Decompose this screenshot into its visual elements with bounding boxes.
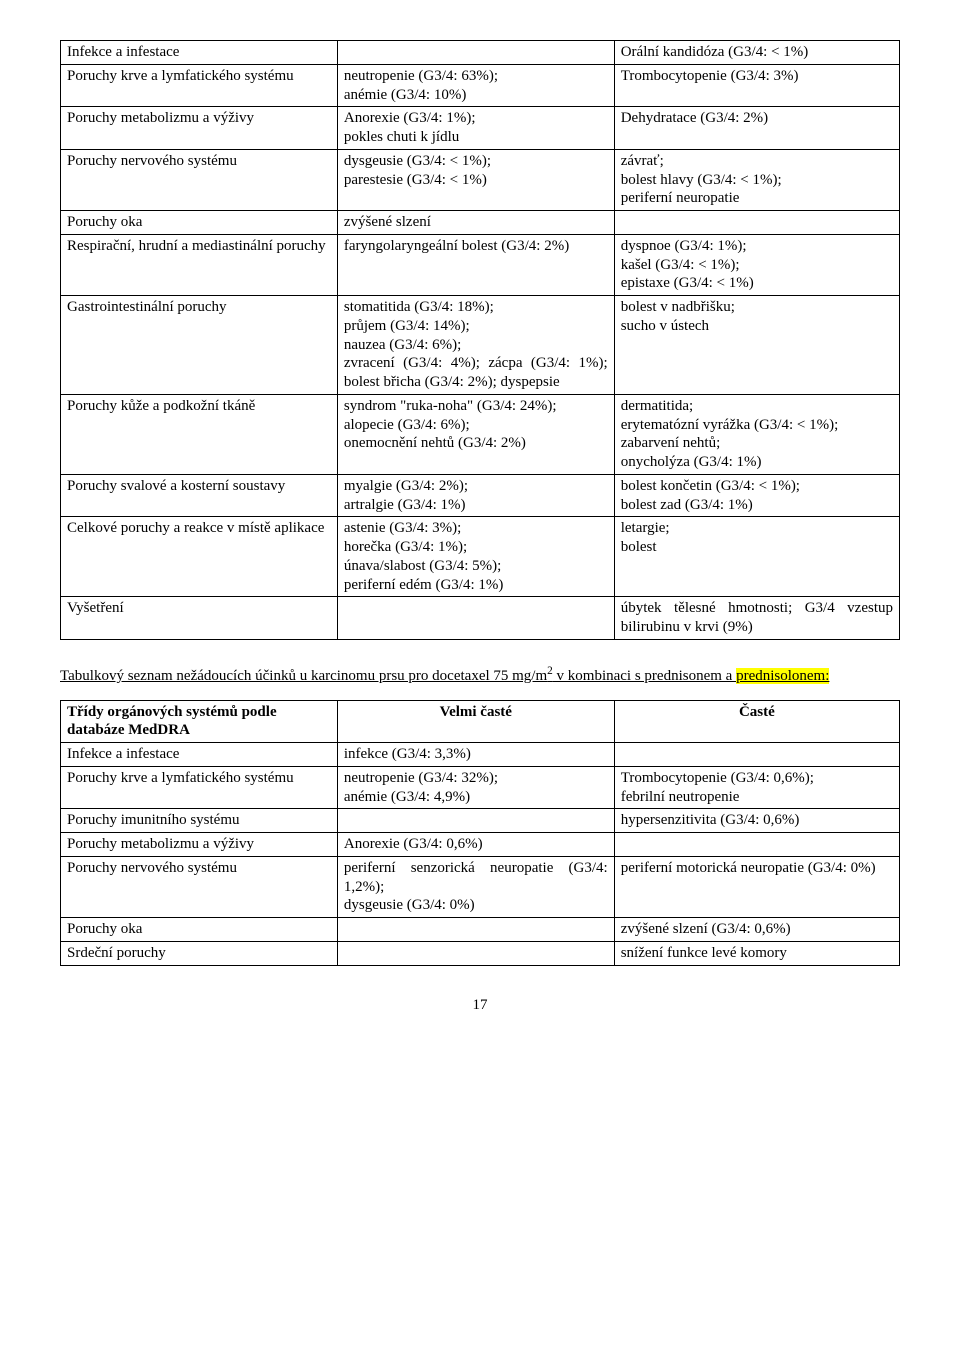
table1-row-cell: Gastrointestinální poruchy — [61, 296, 338, 395]
table1-row: Poruchy krve a lymfatického systémuneutr… — [61, 64, 900, 107]
table1-row-cell: Poruchy kůže a podkožní tkáně — [61, 394, 338, 474]
table1-row-cell — [337, 41, 614, 65]
table2-row-cell — [337, 918, 614, 942]
table1-row-cell: Poruchy metabolizmu a výživy — [61, 107, 338, 150]
table1-row: Poruchy kůže a podkožní tkáněsyndrom "ru… — [61, 394, 900, 474]
table2-header-col3: Časté — [614, 700, 899, 743]
table1-row-cell: bolest v nadbřišku;sucho v ústech — [614, 296, 899, 395]
table2-row-cell — [337, 941, 614, 965]
table1-row-cell: stomatitida (G3/4: 18%);průjem (G3/4: 14… — [337, 296, 614, 395]
table2-row: Poruchy metabolizmu a výživyAnorexie (G3… — [61, 833, 900, 857]
table1-row-cell: dyspnoe (G3/4: 1%);kašel (G3/4: < 1%);ep… — [614, 234, 899, 295]
table1-row-cell: úbytek tělesné hmotnosti; G3/4 vzestup b… — [614, 597, 899, 640]
table1-row: Vyšetření úbytek tělesné hmotnosti; G3/4 … — [61, 597, 900, 640]
table1-row: Poruchy svalové a kosterní soustavymyalg… — [61, 474, 900, 517]
table1-row-cell: Anorexie (G3/4: 1%);pokles chuti k jídlu — [337, 107, 614, 150]
table1-row-cell: Respirační, hrudní a mediastinální poruc… — [61, 234, 338, 295]
table1-row-cell: letargie;bolest — [614, 517, 899, 597]
table1-row-cell: dermatitida;erytematózní vyrážka (G3/4: … — [614, 394, 899, 474]
table2-row-cell: Poruchy krve a lymfatického systému — [61, 766, 338, 809]
table1-row: Poruchy nervového systémudysgeusie (G3/4… — [61, 149, 900, 210]
table1-row: Poruchy metabolizmu a výživyAnorexie (G3… — [61, 107, 900, 150]
table1-row-cell: Poruchy oka — [61, 211, 338, 235]
table1-row-cell: zvýšené slzení — [337, 211, 614, 235]
adverse-effects-table-2: Třídy orgánových systémů podle databáze … — [60, 700, 900, 966]
table1-row-cell: Orální kandidóza (G3/4: < 1%) — [614, 41, 899, 65]
intertext-pre: Tabulkový seznam nežádoucích účinků u ka… — [60, 668, 547, 684]
table2-row-cell: Poruchy metabolizmu a výživy — [61, 833, 338, 857]
table2-row-cell: infekce (G3/4: 3,3%) — [337, 743, 614, 767]
table1-row-cell: syndrom "ruka-noha" (G3/4: 24%);alopecie… — [337, 394, 614, 474]
intertext-highlight: prednisolonem: — [736, 668, 829, 684]
adverse-effects-table-1: Infekce a infestace Orální kandidóza (G3/… — [60, 40, 900, 640]
table2-row-cell: Anorexie (G3/4: 0,6%) — [337, 833, 614, 857]
page-number: 17 — [60, 996, 900, 1015]
table1-row-cell: myalgie (G3/4: 2%);artralgie (G3/4: 1%) — [337, 474, 614, 517]
table2-row-cell: Poruchy oka — [61, 918, 338, 942]
table2-row-cell — [337, 809, 614, 833]
table2-row-cell: zvýšené slzení (G3/4: 0,6%) — [614, 918, 899, 942]
table2-row-cell: Poruchy nervového systému — [61, 856, 338, 917]
table1-row-cell: bolest končetin (G3/4: < 1%);bolest zad … — [614, 474, 899, 517]
table2-row-cell: Infekce a infestace — [61, 743, 338, 767]
table2-header-col1: Třídy orgánových systémů podle databáze … — [61, 700, 338, 743]
table1-row-cell: dysgeusie (G3/4: < 1%);parestesie (G3/4:… — [337, 149, 614, 210]
intertext-mid: v kombinaci s prednisonem a — [553, 668, 736, 684]
table1-row: Celkové poruchy a reakce v místě aplikac… — [61, 517, 900, 597]
table1-row-cell: neutropenie (G3/4: 63%);anémie (G3/4: 10… — [337, 64, 614, 107]
table1-row-cell: Infekce a infestace — [61, 41, 338, 65]
table1-row-cell: Poruchy krve a lymfatického systému — [61, 64, 338, 107]
table1-row-cell: závrať;bolest hlavy (G3/4: < 1%);perifer… — [614, 149, 899, 210]
table2-row: Poruchy krve a lymfatického systémuneutr… — [61, 766, 900, 809]
table1-row-cell: astenie (G3/4: 3%);horečka (G3/4: 1%);ún… — [337, 517, 614, 597]
table2-row-cell: neutropenie (G3/4: 32%);anémie (G3/4: 4,… — [337, 766, 614, 809]
table2-row: Poruchy imunitního systému hypersenzitivi… — [61, 809, 900, 833]
table2-row-cell: hypersenzitivita (G3/4: 0,6%) — [614, 809, 899, 833]
table1-row-cell — [614, 211, 899, 235]
table1-row-cell: faryngolaryngeální bolest (G3/4: 2%) — [337, 234, 614, 295]
table1-row: Poruchy okazvýšené slzení — [61, 211, 900, 235]
table2-row-cell: snížení funkce levé komory — [614, 941, 899, 965]
table1-row-cell: Celkové poruchy a reakce v místě aplikac… — [61, 517, 338, 597]
table2-row: Srdeční poruchy snížení funkce levé komor… — [61, 941, 900, 965]
table2-row-cell: periferní motorická neuropatie (G3/4: 0%… — [614, 856, 899, 917]
intertext-paragraph: Tabulkový seznam nežádoucích účinků u ka… — [60, 664, 900, 686]
table2-row: Poruchy oka zvýšené slzení (G3/4: 0,6%) — [61, 918, 900, 942]
table1-row-cell: Poruchy svalové a kosterní soustavy — [61, 474, 338, 517]
table2-row-cell: Poruchy imunitního systému — [61, 809, 338, 833]
table1-row: Respirační, hrudní a mediastinální poruc… — [61, 234, 900, 295]
table1-row: Gastrointestinální poruchystomatitida (G… — [61, 296, 900, 395]
table2-row-cell: Srdeční poruchy — [61, 941, 338, 965]
table1-row-cell: Vyšetření — [61, 597, 338, 640]
table2-row-cell — [614, 743, 899, 767]
table2-row-cell — [614, 833, 899, 857]
table2-row-cell: periferní senzorická neuropatie (G3/4: 1… — [337, 856, 614, 917]
table1-row-cell: Poruchy nervového systému — [61, 149, 338, 210]
table1-row-cell: Trombocytopenie (G3/4: 3%) — [614, 64, 899, 107]
table1-row-cell: Dehydratace (G3/4: 2%) — [614, 107, 899, 150]
table2-header-col2: Velmi časté — [337, 700, 614, 743]
table1-row-cell — [337, 597, 614, 640]
table2-row-cell: Trombocytopenie (G3/4: 0,6%);febrilní ne… — [614, 766, 899, 809]
table2-row: Infekce a infestaceinfekce (G3/4: 3,3%) — [61, 743, 900, 767]
table1-row: Infekce a infestace Orální kandidóza (G3/… — [61, 41, 900, 65]
table2-row: Poruchy nervového systémuperiferní senzo… — [61, 856, 900, 917]
